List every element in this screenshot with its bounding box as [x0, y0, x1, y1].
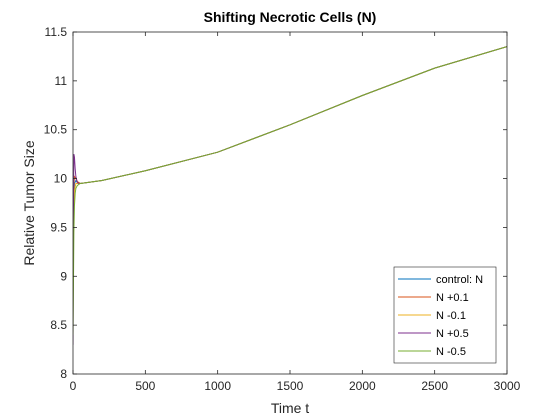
y-tick-label: 8 — [60, 367, 67, 381]
y-tick-label: 10.5 — [44, 123, 68, 137]
legend-label: N +0.1 — [436, 292, 469, 304]
series-line-3 — [73, 47, 507, 277]
x-tick-label: 0 — [70, 379, 77, 393]
series-line-1 — [73, 47, 507, 277]
y-axis-label: Relative Tumor Size — [21, 140, 37, 265]
x-axis-label: Time t — [271, 400, 309, 416]
legend-label: N -0.5 — [436, 346, 466, 358]
y-tick-label: 9 — [60, 269, 67, 283]
y-tick-label: 11 — [55, 74, 68, 88]
y-tick-label: 10 — [54, 172, 68, 186]
legend-label: N -0.1 — [436, 310, 466, 322]
y-tick-label: 11.5 — [45, 25, 68, 39]
legend-label: control: N — [436, 274, 483, 286]
x-tick-label: 1000 — [204, 379, 231, 393]
series-line-2 — [73, 47, 507, 277]
x-tick-label: 2500 — [421, 379, 448, 393]
x-tick-label: 3000 — [494, 379, 521, 393]
chart-title: Shifting Necrotic Cells (N) — [204, 9, 377, 25]
y-tick-label: 9.5 — [50, 220, 67, 234]
x-tick-label: 500 — [135, 379, 155, 393]
legend: control: N N +0.1 N -0.1 N +0.5 N -0.5 — [394, 267, 496, 363]
x-tick-label: 1500 — [277, 379, 304, 393]
y-tick-label: 8.5 — [50, 318, 67, 332]
x-tick-label: 2000 — [349, 379, 376, 393]
legend-label: N +0.5 — [436, 328, 469, 340]
